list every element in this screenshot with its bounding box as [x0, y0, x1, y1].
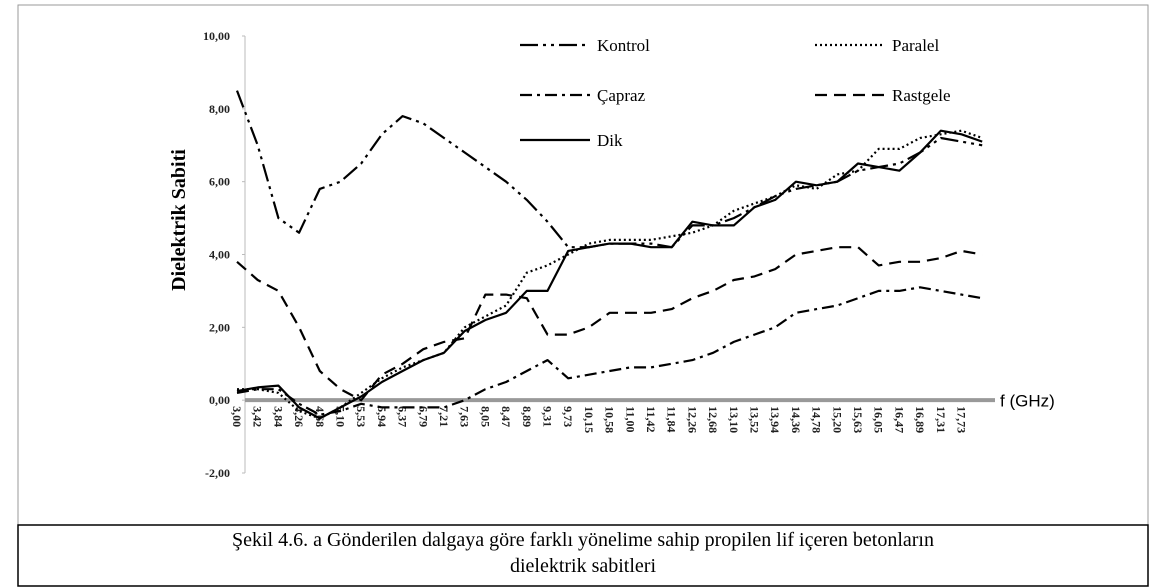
x-tick-label: 3,84	[271, 406, 285, 427]
x-tick-label: 11,84	[665, 406, 679, 432]
x-tick-label: 12,26	[685, 406, 699, 433]
series-line	[236, 129, 983, 420]
y-tick-label: -2,00	[205, 466, 230, 480]
x-tick-label: 11,42	[644, 406, 658, 432]
x-tick-label: 7,21	[437, 406, 451, 427]
x-tick-label: 17,73	[955, 406, 969, 433]
y-axis-label: Dielektrik Sabiti	[168, 149, 190, 291]
legend-label: Rastgele	[892, 86, 951, 105]
series-line	[236, 246, 983, 402]
series-line	[235, 90, 983, 249]
x-tick-label: 3,00	[230, 406, 244, 427]
x-tick-label: 4,68	[313, 406, 327, 427]
y-tick-label: 8,00	[209, 102, 230, 116]
x-tick-label: 17,31	[934, 406, 948, 433]
x-tick-label: 8,05	[478, 406, 492, 427]
x-tick-label: 16,47	[892, 406, 906, 433]
caption-line: Şekil 4.6. a Gönderilen dalgaya göre far…	[232, 529, 934, 551]
legend-label: Çapraz	[597, 86, 646, 105]
legend-label: Dik	[597, 131, 623, 150]
x-tick-label: 5,94	[375, 406, 389, 427]
x-tick-label: 10,58	[603, 406, 617, 433]
x-tick-label: 14,78	[810, 406, 824, 433]
series-line	[236, 286, 983, 416]
legend-label: Paralel	[892, 36, 939, 55]
x-tick-label: 8,47	[499, 406, 513, 427]
y-tick-label: 0,00	[209, 393, 230, 407]
x-tick-label: 12,68	[706, 406, 720, 433]
x-tick-label: 9,73	[561, 406, 575, 427]
x-tick-label: 13,52	[748, 406, 762, 433]
x-tick-label: 7,63	[458, 406, 472, 427]
x-tick-label: 4,26	[292, 406, 306, 427]
x-tick-label: 13,94	[768, 406, 782, 433]
caption-line: dielektrik sabitleri	[510, 555, 657, 577]
x-tick-label: 16,05	[872, 406, 886, 433]
x-tick-label: 13,10	[727, 406, 741, 433]
y-tick-label: 6,00	[209, 175, 230, 189]
x-tick-label: 8,89	[520, 406, 534, 427]
x-tick-label: 6,79	[416, 406, 430, 427]
x-tick-label: 6,37	[396, 406, 410, 427]
x-tick-label: 3,42	[251, 406, 265, 427]
x-tick-label: 15,20	[830, 406, 844, 433]
y-tick-label: 10,00	[203, 29, 230, 43]
x-tick-label: 14,36	[789, 406, 803, 433]
x-tick-label: 9,31	[541, 406, 555, 427]
series-line	[237, 129, 983, 420]
x-tick-label: 10,15	[582, 406, 596, 433]
legend-label: Kontrol	[597, 36, 650, 55]
y-tick-label: 4,00	[209, 248, 230, 262]
x-tick-label: 11,00	[623, 406, 637, 432]
x-axis-label: f (GHz)	[1000, 391, 1055, 410]
y-tick-label: 2,00	[209, 320, 230, 334]
caption-frame	[17, 524, 1149, 587]
x-tick-label: 16,89	[913, 406, 927, 433]
x-tick-label: 15,63	[851, 406, 865, 433]
x-tick-label: 5,53	[354, 406, 368, 427]
